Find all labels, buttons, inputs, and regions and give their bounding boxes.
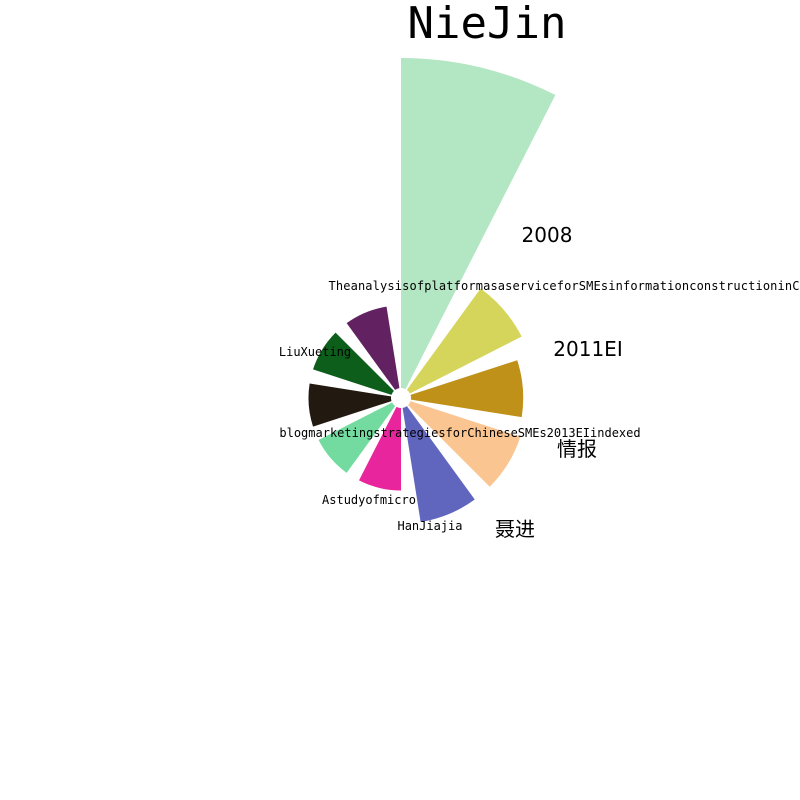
bar-6 (318, 402, 396, 473)
bar-4 (402, 406, 475, 522)
category-label-9: TheanalysisofplatformasaserviceforSMEsin… (329, 279, 800, 293)
category-label-8: LiuXueting (279, 345, 351, 359)
bars-layer (308, 58, 556, 522)
category-label-7: blogmarketingstrategiesforChineseSMEs201… (279, 426, 640, 440)
category-label-1: 2008 (522, 223, 573, 247)
bar-3 (408, 401, 521, 487)
bar-2 (410, 360, 524, 418)
bar-9 (346, 306, 400, 390)
bar-7 (308, 383, 392, 427)
chart-title: NieJin (408, 0, 567, 49)
category-label-2: 2011EI (553, 337, 622, 361)
category-label-5: HanJiajia (397, 519, 462, 533)
bar-0 (401, 58, 556, 390)
category-label-4: 聂进 (495, 517, 535, 541)
category-label-6: Astudyofmicro (322, 493, 416, 507)
bar-5 (359, 406, 401, 491)
bar-1 (406, 288, 522, 394)
category-label-3: 情报 (557, 437, 597, 461)
bar-8 (313, 332, 394, 395)
